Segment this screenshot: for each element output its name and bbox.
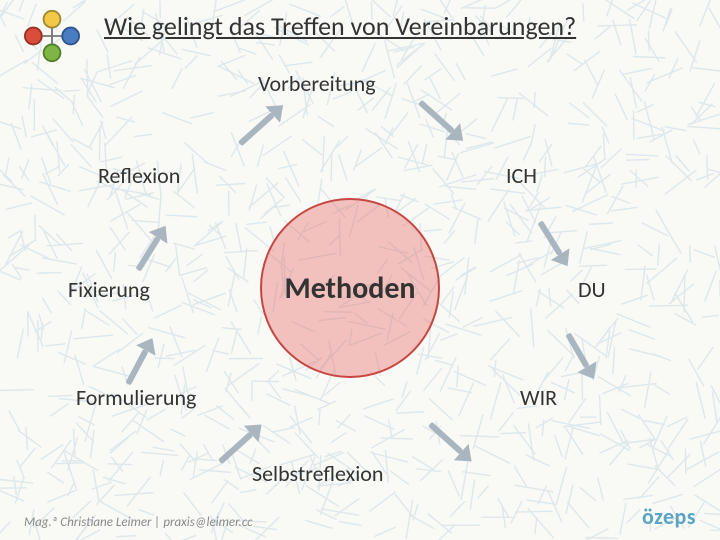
cycle-arrow-7 [421,414,481,472]
slide-title: Wie gelingt das Treffen von Vereinbarung… [104,10,700,42]
footer-credit: Mag.ª Christiane Leimer | praxis@leimer.… [24,515,253,530]
footer-brand: özeps [642,503,696,530]
cycle-label-vorbereitung: Vorbereitung [258,70,376,97]
cycle-label-ich: ICH [506,162,537,189]
cycle-arrow-1 [411,92,473,152]
cycle-arrow-3 [528,215,579,274]
cycle-arrow-4 [116,332,165,391]
cycle-label-wir: WIR [520,384,557,411]
cycle-label-selbstreflexion: Selbstreflexion [252,460,383,487]
cycle-arrow-2 [126,218,177,277]
cycle-label-fixierung: Fixierung [68,276,150,303]
cycle-label-reflexion: Reflexion [98,162,180,189]
brand-logo [12,8,92,64]
cycle-label-du: DU [578,276,606,303]
cycle-arrow-0 [231,95,293,155]
center-circle-methoden: Methoden [260,198,440,378]
center-circle-label: Methoden [284,270,415,307]
cycle-arrow-5 [556,327,606,386]
